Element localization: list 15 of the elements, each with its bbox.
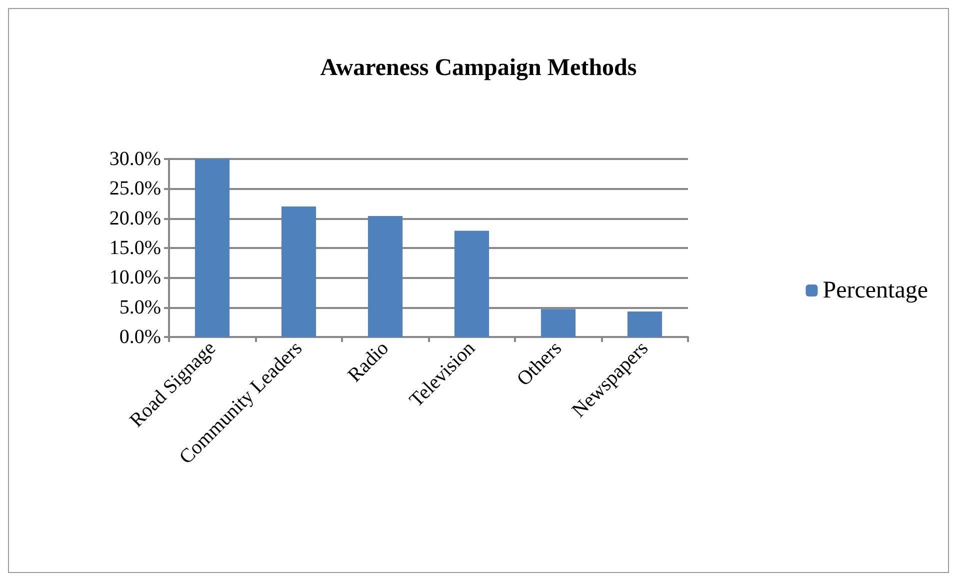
legend-label: Percentage: [822, 278, 928, 304]
y-tick-label: 30.0%: [109, 148, 161, 170]
y-tick-label: 0.0%: [119, 326, 161, 348]
bar: [627, 311, 662, 337]
y-tick-label: 5.0%: [119, 296, 161, 318]
bar: [540, 309, 576, 337]
bar: [281, 206, 316, 337]
y-tick-label: 10.0%: [109, 266, 161, 289]
chart-title: Awareness Campaign Methods: [320, 55, 637, 81]
bar: [454, 230, 490, 337]
y-tick-label: 15.0%: [109, 237, 161, 259]
y-tick-label: 20.0%: [109, 207, 161, 230]
y-tick-label: 25.0%: [109, 178, 161, 200]
bar: [368, 216, 403, 337]
bar: [194, 159, 230, 337]
